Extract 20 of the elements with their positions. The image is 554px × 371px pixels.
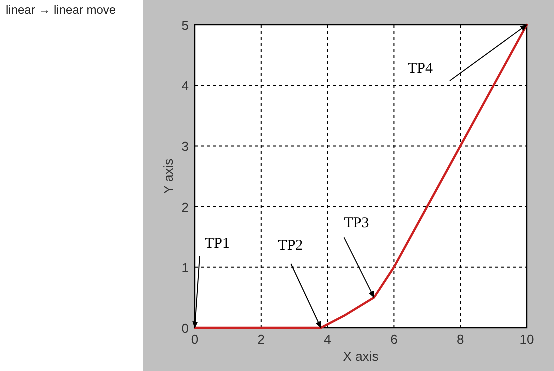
x-axis-title: X axis	[343, 349, 380, 364]
x-tick-label: 8	[456, 332, 464, 347]
annotation: TP4	[408, 61, 434, 77]
y-tick-label: 3	[182, 139, 189, 154]
text: linear → linear move	[6, 3, 116, 17]
y-tick-label: 4	[182, 78, 189, 94]
x-tick-label: 4	[324, 332, 332, 347]
annotation: TP2	[278, 238, 304, 254]
annotation: TP3	[344, 216, 370, 232]
x-tick-label: 10	[520, 332, 534, 347]
annotation: TP1	[205, 236, 230, 252]
y-axis-title: Y axis	[161, 158, 176, 194]
y-tick-label: 0	[182, 321, 189, 336]
x-tick-label: 2	[258, 332, 266, 347]
x-tick-label: 6	[390, 332, 398, 347]
x-tick-label: 0	[191, 332, 199, 347]
y-tick-label: 1	[182, 260, 189, 276]
y-tick-label: 2	[182, 200, 189, 215]
line-series	[194, 24, 528, 330]
y-tick-label: 5	[182, 18, 189, 33]
